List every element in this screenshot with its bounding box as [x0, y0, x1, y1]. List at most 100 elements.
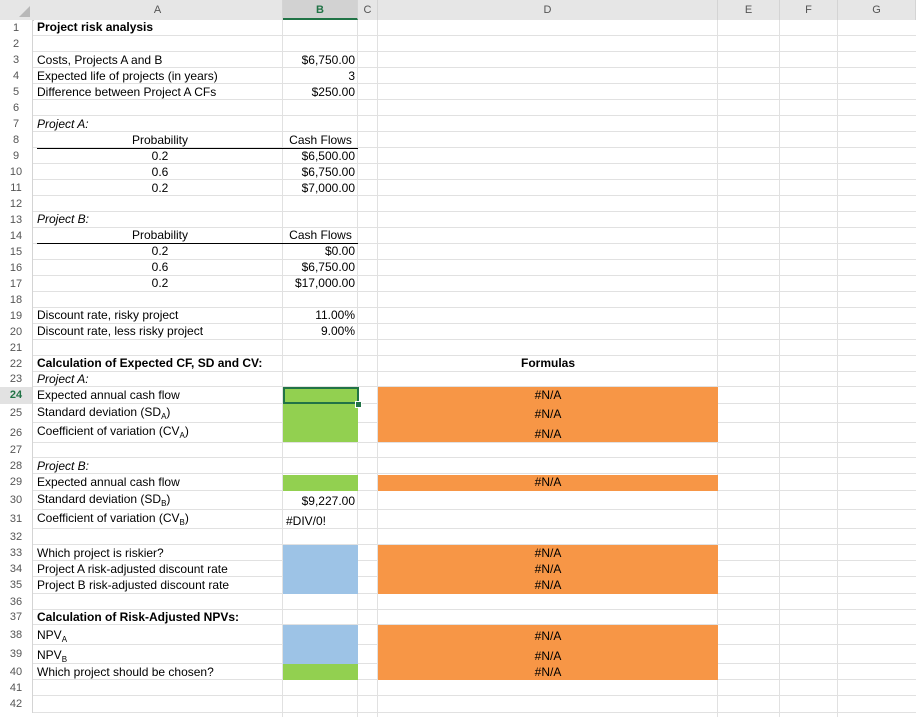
- row-header-34[interactable]: 34: [0, 561, 33, 577]
- row-header-11[interactable]: 11: [0, 180, 33, 196]
- cell-a35[interactable]: Project B risk-adjusted discount rate: [37, 578, 230, 592]
- row-header-24[interactable]: 24: [0, 387, 33, 404]
- row-header-42[interactable]: 42: [0, 696, 33, 713]
- cell-a13[interactable]: Project B:: [37, 212, 90, 226]
- cell-d24[interactable]: #N/A: [534, 388, 562, 402]
- row-header-32[interactable]: 32: [0, 529, 33, 545]
- cell-a8[interactable]: Probability: [131, 133, 189, 147]
- row-header-13[interactable]: 13: [0, 212, 33, 228]
- cell-a19[interactable]: Discount rate, risky project: [37, 308, 179, 322]
- row-header-35[interactable]: 35: [0, 577, 33, 594]
- cell-a33[interactable]: Which project is riskier?: [37, 546, 164, 560]
- input-fill-project-a[interactable]: [283, 387, 358, 442]
- row-header-22[interactable]: 22: [0, 356, 33, 372]
- column-header-f[interactable]: F: [780, 0, 838, 20]
- fill-handle[interactable]: [355, 401, 362, 408]
- row-header-23[interactable]: 23: [0, 372, 33, 387]
- select-all-corner[interactable]: [0, 0, 34, 21]
- cell-a16[interactable]: 0.6: [151, 260, 169, 274]
- active-cell-selection[interactable]: [283, 387, 359, 404]
- cell-a15[interactable]: 0.2: [151, 244, 169, 258]
- row-header-2[interactable]: 2: [0, 36, 33, 52]
- cell-d29[interactable]: #N/A: [534, 475, 562, 489]
- cell-a38[interactable]: NPVA: [37, 628, 68, 644]
- row-header-4[interactable]: 4: [0, 68, 33, 84]
- cell-b5[interactable]: $250.00: [311, 85, 355, 99]
- row-header-14[interactable]: 14: [0, 228, 33, 244]
- column-header-a[interactable]: A: [33, 0, 283, 20]
- row-header-15[interactable]: 15: [0, 244, 33, 260]
- cell-a22[interactable]: Calculation of Expected CF, SD and CV:: [37, 356, 263, 370]
- cell-b30[interactable]: $9,227.00: [301, 494, 355, 508]
- row-header-26[interactable]: 26: [0, 423, 33, 443]
- row-header-40[interactable]: 40: [0, 664, 33, 680]
- cell-d22[interactable]: Formulas: [520, 356, 575, 370]
- cell-d35[interactable]: #N/A: [534, 578, 562, 592]
- row-header-19[interactable]: 19: [0, 308, 33, 324]
- cell-a26[interactable]: Coefficient of variation (CVA): [37, 424, 189, 440]
- cell-b17[interactable]: $17,000.00: [294, 276, 355, 290]
- cell-a9[interactable]: 0.2: [151, 149, 169, 163]
- cell-a28[interactable]: Project B:: [37, 459, 90, 473]
- column-header-c[interactable]: C: [358, 0, 378, 20]
- row-header-29[interactable]: 29: [0, 474, 33, 491]
- row-header-7[interactable]: 7: [0, 116, 33, 132]
- row-header-9[interactable]: 9: [0, 148, 33, 164]
- row-header-30[interactable]: 30: [0, 491, 33, 510]
- cell-a29[interactable]: Expected annual cash flow: [37, 475, 180, 489]
- cell-a37[interactable]: Calculation of Risk-Adjusted NPVs:: [37, 610, 240, 624]
- input-fill-risk[interactable]: [283, 545, 358, 594]
- cell-a17[interactable]: 0.2: [151, 276, 169, 290]
- cell-d40[interactable]: #N/A: [534, 665, 562, 679]
- row-header-17[interactable]: 17: [0, 276, 33, 292]
- row-header-36[interactable]: 36: [0, 594, 33, 610]
- row-header-38[interactable]: 38: [0, 625, 33, 645]
- cell-b3[interactable]: $6,750.00: [301, 53, 355, 67]
- input-fill-npv[interactable]: [283, 625, 358, 664]
- cell-b10[interactable]: $6,750.00: [301, 165, 355, 179]
- cell-d34[interactable]: #N/A: [534, 562, 562, 576]
- row-header-1[interactable]: 1: [0, 20, 33, 36]
- cell-a20[interactable]: Discount rate, less risky project: [37, 324, 204, 338]
- row-header-12[interactable]: 12: [0, 196, 33, 212]
- cell-a10[interactable]: 0.6: [151, 165, 169, 179]
- cell-b11[interactable]: $7,000.00: [301, 181, 355, 195]
- cell-d39[interactable]: #N/A: [534, 649, 562, 663]
- row-header-25[interactable]: 25: [0, 404, 33, 423]
- cell-b31[interactable]: #DIV/0!: [286, 514, 327, 528]
- cell-a31[interactable]: Coefficient of variation (CVB): [37, 511, 189, 527]
- row-header-41[interactable]: 41: [0, 680, 33, 696]
- row-header-8[interactable]: 8: [0, 132, 33, 148]
- cell-d25[interactable]: #N/A: [534, 407, 562, 421]
- cell-a39[interactable]: NPVB: [37, 648, 68, 664]
- cell-a3[interactable]: Costs, Projects A and B: [37, 53, 163, 67]
- row-header-20[interactable]: 20: [0, 324, 33, 340]
- cell-d33[interactable]: #N/A: [534, 546, 562, 560]
- cell-a1[interactable]: Project risk analysis: [37, 20, 154, 34]
- row-header-6[interactable]: 6: [0, 100, 33, 116]
- row-header-39[interactable]: 39: [0, 645, 33, 664]
- row-header-10[interactable]: 10: [0, 164, 33, 180]
- input-fill-b40[interactable]: [283, 664, 358, 680]
- cell-d26[interactable]: #N/A: [534, 427, 562, 441]
- row-header-16[interactable]: 16: [0, 260, 33, 276]
- row-header-37[interactable]: 37: [0, 610, 33, 625]
- cell-b20[interactable]: 9.00%: [320, 324, 355, 338]
- row-header-31[interactable]: 31: [0, 510, 33, 529]
- cell-a7[interactable]: Project A:: [37, 117, 89, 131]
- row-header-3[interactable]: 3: [0, 52, 33, 68]
- cell-a40[interactable]: Which project should be chosen?: [37, 665, 214, 679]
- row-header-33[interactable]: 33: [0, 545, 33, 561]
- column-header-e[interactable]: E: [718, 0, 780, 20]
- row-header-21[interactable]: 21: [0, 340, 33, 356]
- cell-a30[interactable]: Standard deviation (SDB): [37, 492, 171, 508]
- cell-a23[interactable]: Project A:: [37, 372, 89, 386]
- cell-a25[interactable]: Standard deviation (SDA): [37, 405, 171, 421]
- cell-b4[interactable]: 3: [348, 69, 355, 83]
- cell-b16[interactable]: $6,750.00: [301, 260, 355, 274]
- column-header-g[interactable]: G: [838, 0, 916, 20]
- cell-a4[interactable]: Expected life of projects (in years): [37, 69, 218, 83]
- cell-b15[interactable]: $0.00: [324, 244, 355, 258]
- cell-b14[interactable]: Cash Flows: [289, 228, 352, 242]
